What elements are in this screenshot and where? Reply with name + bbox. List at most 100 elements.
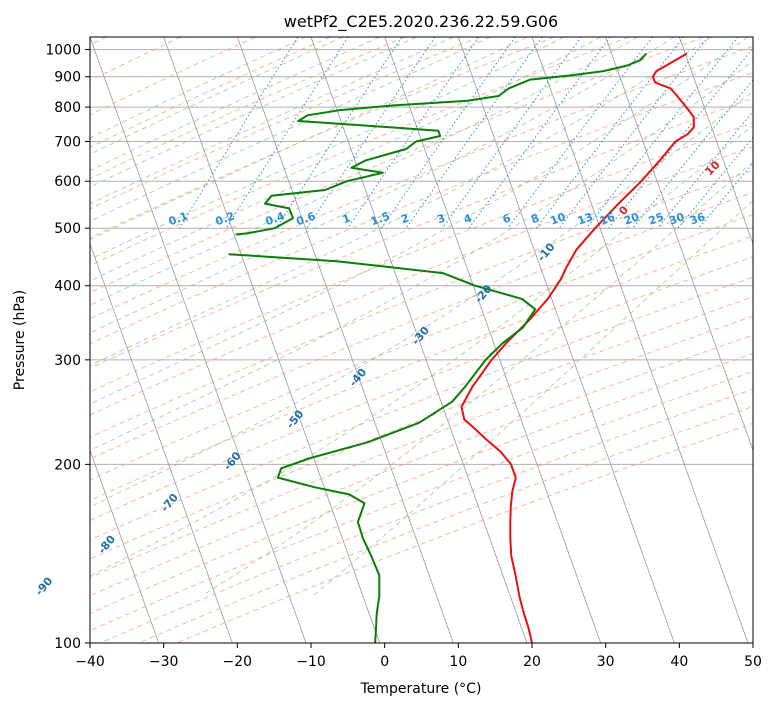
mixing-ratio-line (380, 37, 516, 229)
moist-adiabat-line (90, 37, 417, 188)
moist-adiabat-line (90, 90, 753, 508)
mixing-ratio-line (178, 37, 299, 229)
mixing-ratio-label: 36 (688, 210, 707, 228)
mixing-ratio-line (468, 37, 611, 229)
mixing-ratio-label: 1.5 (369, 209, 392, 228)
mixing-ratio-line (608, 47, 753, 229)
isotherm-line (531, 37, 749, 643)
mixing-ratio-line (275, 37, 403, 229)
isotherm-line (236, 37, 454, 643)
profile-lines (228, 52, 695, 643)
moist-adiabat-line (90, 37, 712, 367)
x-tick-label: −40 (75, 654, 105, 670)
x-tick-label: 20 (523, 654, 541, 670)
moist-adiabat-line (90, 37, 638, 306)
mixing-ratio-label: 25 (647, 210, 666, 227)
dry-adiabat-line (90, 296, 753, 560)
x-tick-label: 0 (380, 654, 389, 670)
dry-adiabat-line (90, 97, 753, 369)
mixing-ratio-line (225, 37, 349, 229)
isotherm-line (163, 37, 381, 643)
sounding-line (235, 52, 648, 236)
mixing-ratio-label: 6 (501, 211, 513, 226)
dry-adiabat-line (90, 37, 331, 148)
mixing-ratio-label: 8 (529, 212, 541, 227)
isotherm-line (90, 242, 233, 643)
mixing-ratio-label: 0.6 (294, 209, 317, 228)
moist-adiabat-line (90, 37, 344, 155)
y-axis-label: Pressure (hPa) (12, 290, 28, 390)
dry-adiabat-line (90, 352, 753, 614)
mixing-ratio-label: 2 (399, 212, 411, 227)
moist-adiabat-line (90, 37, 491, 222)
isotherm-line (384, 37, 602, 643)
y-tick-label: 800 (54, 100, 81, 116)
y-tick-label: 500 (54, 221, 81, 237)
plot-frame (89, 36, 754, 644)
y-tick-label: 200 (54, 457, 81, 473)
dry-adiabat-label: -90 (33, 574, 56, 598)
x-tick-label: −10 (296, 654, 326, 670)
dry-adiabat-line (90, 37, 256, 116)
y-tick-label: 900 (54, 70, 81, 86)
mixing-ratio-label: 1 (341, 212, 353, 227)
dry-adiabat-line (90, 191, 753, 460)
moist-adiabat-line (201, 160, 753, 597)
mixing-ratio-line (347, 37, 480, 229)
mixing-ratio-label: 3 (435, 212, 447, 227)
isotherm-line (752, 37, 753, 39)
x-tick-label: −30 (149, 654, 179, 670)
dry-adiabat-line (90, 235, 753, 501)
dry-adiabat-line (90, 71, 753, 345)
isotherm-line (678, 37, 753, 245)
mixing-ratio-line (586, 37, 739, 229)
x-tick-label: 10 (449, 654, 467, 670)
sounding-line (460, 52, 695, 643)
isotherm-line (457, 37, 675, 643)
dry-adiabat-line (100, 388, 753, 643)
mixing-ratio-label: 20 (622, 210, 641, 228)
mixing-ratio-line (657, 110, 753, 229)
dry-adiabat-line (90, 37, 630, 267)
dry-adiabat-line (90, 256, 753, 522)
moist-adiabat-line (90, 37, 454, 205)
x-tick-label: 50 (744, 654, 762, 670)
x-tick-label: 30 (597, 654, 615, 670)
background-lines (90, 37, 753, 643)
mixing-ratio-label: 4 (462, 211, 474, 226)
isotherm-line (310, 37, 528, 643)
moist-adiabat-line (90, 37, 380, 172)
isotherm-line (90, 37, 307, 643)
moist-adiabat-line (90, 37, 565, 260)
plot-background (90, 37, 753, 643)
y-tick-label: 300 (54, 353, 81, 369)
chart-title: wetPf2_C2E5.2020.236.22.59.G06 (284, 12, 558, 32)
mixing-ratio-label: 0.4 (264, 209, 287, 228)
dry-adiabat-line (90, 146, 753, 416)
moist-adiabat-line (90, 37, 601, 282)
mixing-ratio-label: 0.1 (167, 209, 190, 228)
mixing-ratio-line (441, 37, 582, 229)
moist-adiabat-line (90, 124, 753, 577)
x-axis-label: Temperature (°C) (360, 681, 482, 697)
isotherm-line (90, 449, 160, 643)
mixing-ratio-label: 30 (667, 210, 686, 228)
x-tick-label: −20 (223, 654, 253, 670)
moist-adiabat-line (90, 37, 307, 139)
grid-lines (90, 37, 753, 643)
dry-adiabat-line (90, 169, 753, 438)
y-tick-label: 700 (54, 134, 81, 150)
dry-adiabat-line (90, 334, 753, 597)
isotherm-line (605, 37, 753, 452)
sounding-line (228, 253, 537, 643)
moist-adiabat-line (90, 37, 749, 405)
dry-adiabat-line (90, 37, 480, 210)
y-tick-label: 1000 (45, 43, 81, 59)
y-tick-label: 400 (54, 279, 81, 295)
x-tick-label: 40 (670, 654, 688, 670)
dry-adiabat-line (90, 37, 704, 294)
mixing-ratio-line (405, 37, 543, 229)
mixing-ratio-label: 10 (548, 210, 567, 228)
y-tick-label: 100 (54, 636, 81, 652)
